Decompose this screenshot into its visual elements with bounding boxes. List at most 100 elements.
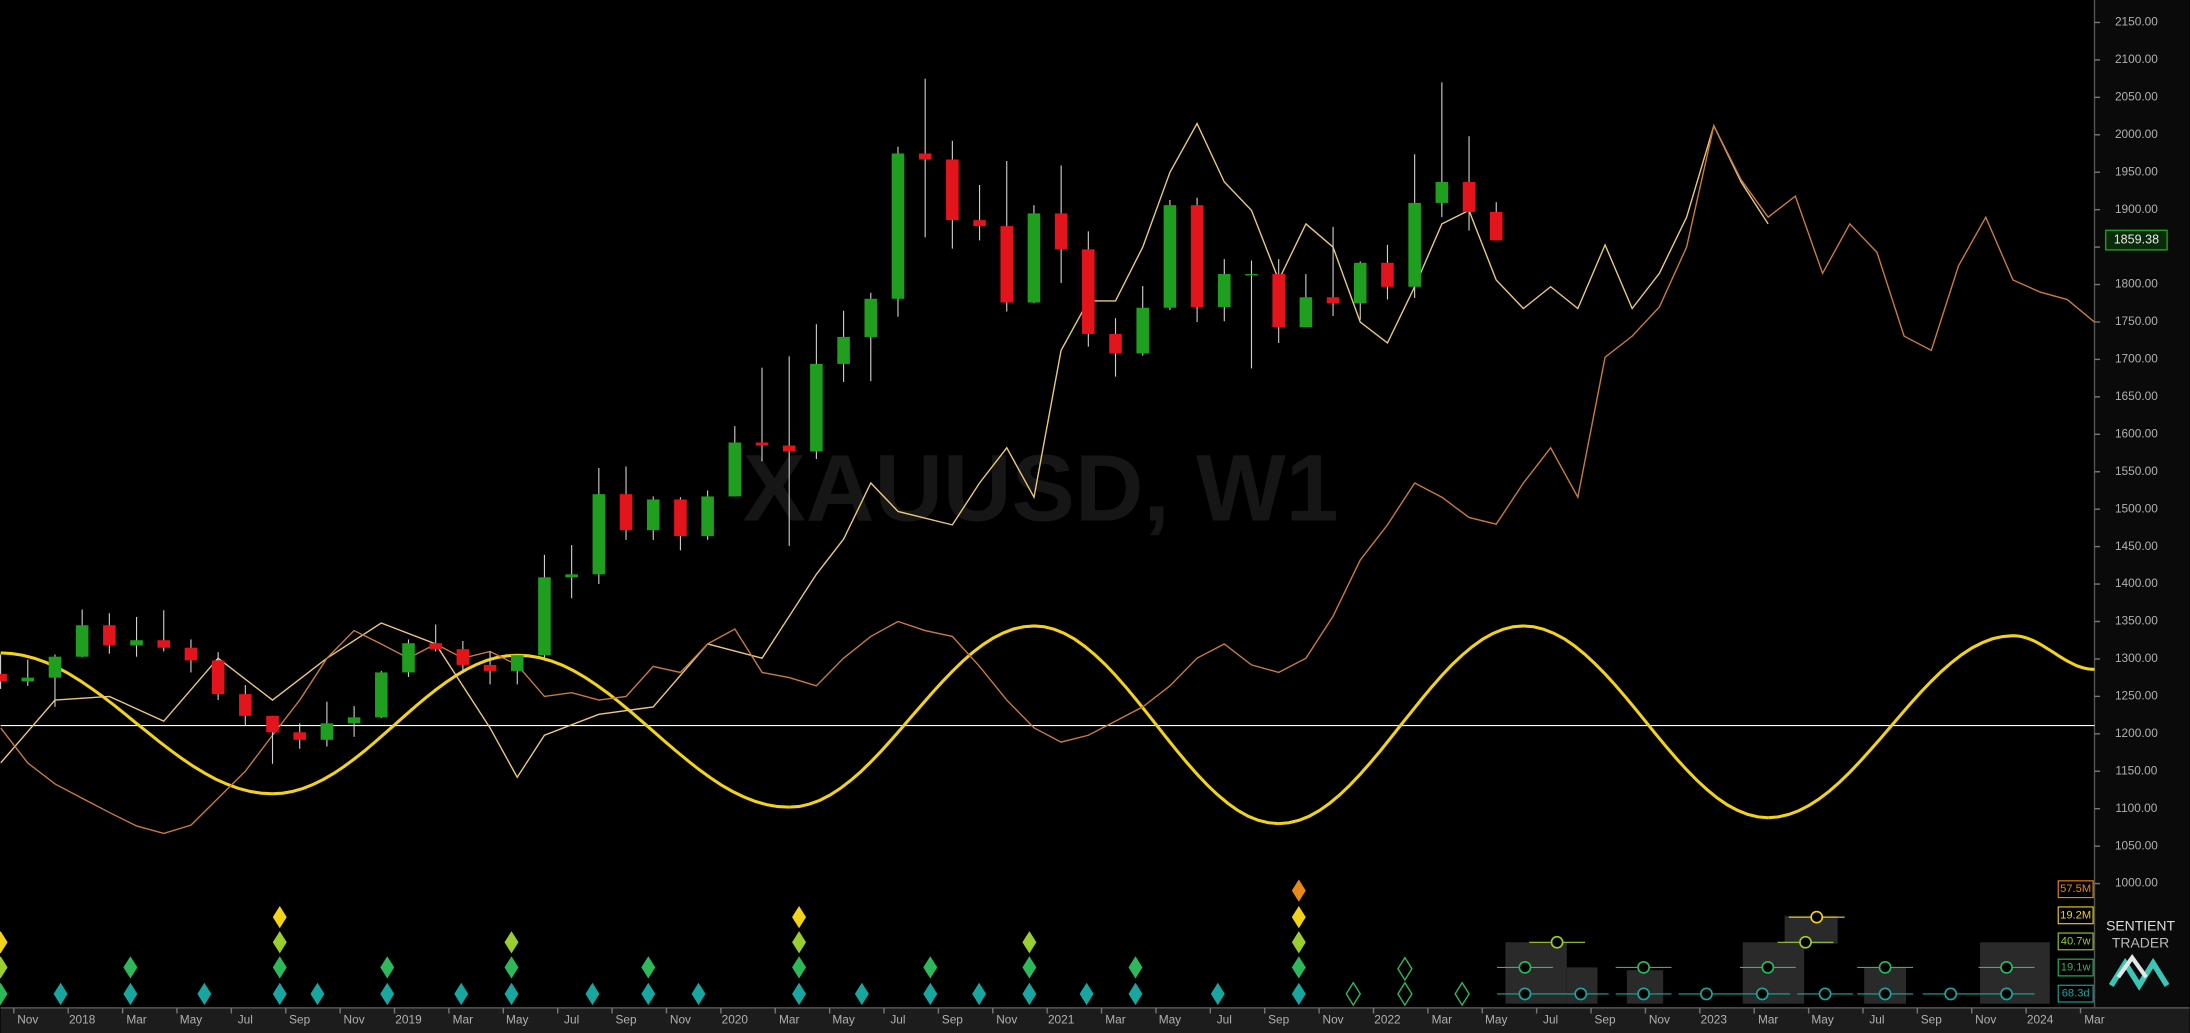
cycle-diamond (0, 931, 8, 954)
x-tick-label: 2018 (69, 1013, 96, 1027)
cycle-diamond (380, 956, 395, 979)
cycle-label-box (2057, 880, 2094, 899)
y-tick-label: 1000.00 (2115, 876, 2158, 890)
cycle-label-box (2057, 984, 2094, 1003)
x-tick-label: 2021 (1048, 1013, 1075, 1027)
y-tick-label: 1250.00 (2115, 689, 2158, 703)
x-tick-label: 2024 (2027, 1013, 2054, 1027)
candle-body (1245, 274, 1258, 276)
candle-body (1408, 202, 1421, 287)
x-tick-label: May (1811, 1013, 1833, 1027)
cycle-diamond (1022, 931, 1037, 954)
cycle-diamond (972, 982, 987, 1006)
y-tick-label: 1550.00 (2115, 464, 2158, 478)
cycle-diamond (792, 905, 807, 929)
candle-body (157, 640, 171, 648)
y-tick-label: 1350.00 (2115, 614, 2158, 628)
projection-marker (1637, 987, 1651, 1001)
cycle-diamond (1128, 982, 1143, 1006)
cycle-diamond (1291, 931, 1306, 954)
cycle-wave (272, 653, 518, 796)
x-tick-label: May (832, 1013, 854, 1027)
cycle-diamond (123, 982, 138, 1006)
x-tick-label: Mar (453, 1013, 473, 1027)
candle-body (429, 643, 442, 650)
cycle-diamond (504, 931, 519, 954)
candle-body (347, 717, 361, 724)
x-tick-label: 2023 (1701, 1013, 1728, 1027)
candle-body (1326, 297, 1340, 304)
candle-body (1000, 226, 1014, 303)
cycle-wave (1767, 634, 2014, 820)
candle-body (266, 715, 279, 733)
cycle-label-box (2057, 958, 2094, 977)
cycle-diamond (923, 982, 938, 1006)
y-tick-label: 1200.00 (2115, 726, 2158, 740)
candle-body (211, 660, 225, 695)
y-tick-label: 1900.00 (2115, 202, 2158, 216)
y-tick-label: 1050.00 (2115, 838, 2158, 852)
x-tick-label: Jul (564, 1013, 579, 1027)
cycle-label-box (2057, 906, 2094, 925)
cycle-diamond-outline (1397, 981, 1413, 1007)
cycle-diamond (197, 982, 212, 1006)
candle-body (130, 640, 143, 646)
watermark: XAUUSD, W1 (743, 436, 1339, 542)
cycle-diamond-outline (1345, 981, 1362, 1007)
cycle-diamond (380, 982, 395, 1006)
x-tick-label: Sep (1594, 1013, 1616, 1027)
cycle-diamond (792, 956, 807, 979)
candle-body (946, 159, 959, 221)
cycle-label: 57.5M (2060, 883, 2091, 895)
candle-body (1435, 181, 1449, 203)
candle-body (565, 574, 578, 578)
projection-marker (1818, 987, 1832, 1001)
candle-body (1190, 205, 1204, 308)
cycle-diamond (1022, 956, 1037, 979)
cycle-diamond (923, 956, 938, 979)
x-tick-label: Sep (942, 1013, 964, 1027)
cycle-label: 19.1w (2061, 961, 2092, 973)
cycle-diamond (1291, 905, 1306, 929)
y-tick-label: 1150.00 (2115, 763, 2157, 777)
x-tick-label: Jul (1543, 1013, 1558, 1027)
projection-marker (1755, 987, 1769, 1001)
candle-body (1082, 249, 1095, 334)
cycle-diamond-outline (1454, 981, 1470, 1007)
y-tick-label: 1300.00 (2115, 651, 2158, 665)
price-axis (2094, 0, 2190, 1008)
candle-body (1299, 297, 1313, 328)
time-axis (0, 1007, 2190, 1033)
y-tick-label: 2050.00 (2115, 89, 2158, 103)
candle-body (1353, 262, 1367, 304)
cycle-diamond (854, 982, 869, 1006)
y-tick-label: 1650.00 (2115, 389, 2158, 403)
cycle-label: 19.2M (2060, 909, 2091, 921)
cycle-diamond (691, 982, 706, 1006)
cycle-diamond (123, 956, 138, 979)
candle-body (239, 694, 252, 716)
x-tick-label: Nov (670, 1013, 691, 1027)
candle-body (782, 445, 796, 452)
candle-body (810, 363, 823, 452)
x-tick-label: Sep (1268, 1013, 1290, 1027)
candle-body (103, 625, 116, 646)
cycle-wave (1523, 624, 1769, 820)
candle-body (1163, 205, 1177, 308)
candle-body (320, 723, 334, 740)
x-tick-label: Jul (890, 1013, 905, 1027)
x-tick-label: Mar (779, 1013, 799, 1027)
x-tick-label: Mar (126, 1013, 146, 1027)
x-tick-label: May (180, 1013, 202, 1027)
projection-marker (1518, 960, 1532, 974)
cycle-label: 40.7w (2061, 935, 2092, 947)
cycle-diamond (272, 931, 287, 954)
cycle-diamond (1022, 982, 1037, 1006)
cycle-label-box (2057, 932, 2094, 951)
candle-body (402, 643, 415, 673)
candle-body (592, 494, 606, 575)
candle-body (1272, 274, 1285, 328)
x-tick-label: Nov (1975, 1013, 1996, 1027)
